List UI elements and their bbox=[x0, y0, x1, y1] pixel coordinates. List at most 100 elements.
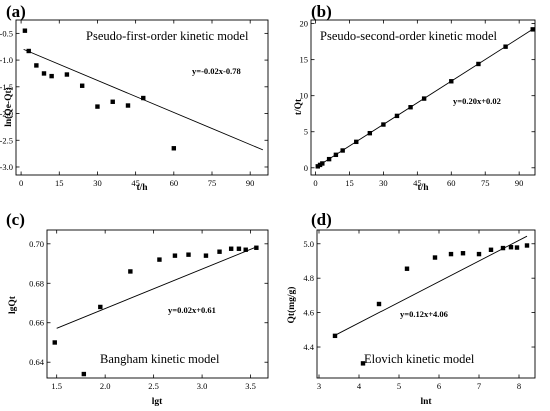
data-point bbox=[524, 243, 530, 248]
y-tick-label: -1.0 bbox=[0, 55, 13, 65]
x-tick-label: 3.5 bbox=[245, 381, 256, 391]
y-tick-label: 20 bbox=[300, 19, 309, 29]
x-tick-label: 15 bbox=[55, 178, 64, 188]
y-tick-label: 4.4 bbox=[303, 342, 314, 352]
panel-title: Bangham kinetic model bbox=[100, 352, 220, 366]
y-axis-label: lgQt bbox=[8, 295, 18, 314]
x-axis-label: lgt bbox=[152, 397, 163, 407]
x-tick-label: 2.0 bbox=[100, 381, 111, 391]
data-point bbox=[95, 104, 100, 109]
data-point bbox=[171, 146, 177, 151]
x-tick-label: 30 bbox=[93, 178, 102, 188]
panel-title: Elovich kinetic model bbox=[364, 352, 475, 366]
y-tick-label: 0.70 bbox=[29, 239, 44, 249]
x-tick-label: 4 bbox=[357, 381, 362, 391]
data-point bbox=[243, 247, 248, 252]
x-tick-label: 60 bbox=[447, 178, 456, 188]
data-point bbox=[381, 122, 386, 127]
plot-frame bbox=[15, 19, 269, 176]
x-tick-label: 15 bbox=[345, 178, 354, 188]
fit-equation: y=0.20x+0.02 bbox=[453, 96, 501, 106]
panel-letter: (d) bbox=[311, 210, 332, 229]
x-tick-label: 3 bbox=[317, 381, 321, 391]
y-tick-label: 0.64 bbox=[29, 357, 45, 367]
data-point bbox=[340, 148, 345, 153]
y-axis-label: t/Qt bbox=[294, 98, 304, 115]
x-tick-label: 90 bbox=[246, 178, 255, 188]
data-point bbox=[98, 304, 103, 310]
data-point bbox=[186, 252, 191, 257]
data-point bbox=[367, 130, 373, 136]
data-point bbox=[500, 245, 506, 251]
data-point bbox=[110, 99, 115, 104]
data-point bbox=[52, 340, 57, 345]
x-axis-label: t/h bbox=[136, 183, 148, 193]
x-tick-label: 2.5 bbox=[148, 381, 159, 391]
data-point bbox=[236, 246, 242, 251]
x-tick-label: 1.5 bbox=[51, 381, 62, 391]
plot-frame bbox=[46, 229, 269, 379]
data-point bbox=[476, 61, 481, 67]
data-point bbox=[488, 247, 494, 252]
x-tick-label: 0 bbox=[19, 178, 23, 188]
data-point bbox=[217, 249, 222, 254]
x-tick-label: 3.0 bbox=[197, 381, 208, 391]
data-point bbox=[34, 63, 39, 68]
data-point bbox=[449, 79, 454, 84]
x-tick-label: 6 bbox=[437, 381, 441, 391]
data-point bbox=[448, 251, 454, 257]
fit-equation: y=0.12x+4.06 bbox=[400, 309, 448, 319]
data-point bbox=[203, 253, 209, 258]
x-axis-label: lnt bbox=[420, 397, 432, 407]
chart-panel-2: 1.5 2.0 2.5 3.0 3.5 0.64 0.66 0.68 0.70 (c) Bangha… bbox=[6, 210, 269, 407]
data-point bbox=[320, 161, 325, 166]
data-point bbox=[79, 83, 85, 88]
data-point bbox=[228, 246, 234, 251]
chart-panel-1: 0 15 30 45 60 75 90 0 5 10 15 20(b) Pseudo-second-or… bbox=[294, 2, 536, 193]
y-tick-label: 0.68 bbox=[29, 278, 44, 288]
data-point bbox=[26, 48, 31, 54]
data-point bbox=[354, 139, 359, 145]
x-tick-label: 45 bbox=[131, 178, 140, 188]
y-tick-label: -2.5 bbox=[0, 135, 13, 145]
y-tick-label: -2.0 bbox=[0, 109, 13, 119]
x-tick-label: 75 bbox=[481, 178, 490, 188]
data-point bbox=[408, 105, 413, 110]
y-axis-label: ln(Qe-Qt) bbox=[3, 87, 14, 127]
data-point bbox=[172, 253, 178, 258]
panel-title: Pseudo-first-order kinetic model bbox=[86, 29, 249, 43]
data-point bbox=[315, 164, 320, 169]
y-axis-label: Qt(mg/g) bbox=[286, 287, 297, 324]
data-point bbox=[376, 301, 382, 307]
data-point bbox=[326, 156, 332, 162]
y-tick-label: -0.5 bbox=[0, 28, 13, 38]
data-point bbox=[128, 269, 133, 274]
y-tick-label: 5 bbox=[304, 127, 308, 137]
x-tick-label: 60 bbox=[170, 178, 179, 188]
y-tick-label: -1.5 bbox=[0, 82, 13, 92]
data-point bbox=[254, 245, 259, 250]
y-tick-label: 15 bbox=[300, 55, 309, 65]
data-point bbox=[508, 245, 514, 250]
y-tick-label: 0 bbox=[304, 163, 308, 173]
data-point bbox=[41, 71, 47, 76]
x-tick-label: 75 bbox=[208, 178, 217, 188]
plot-frame bbox=[310, 19, 536, 176]
y-tick-label: -3.0 bbox=[0, 162, 13, 172]
data-point bbox=[404, 266, 410, 271]
y-tick-label: 4.6 bbox=[303, 308, 314, 318]
data-point bbox=[460, 251, 466, 256]
data-point bbox=[317, 162, 323, 168]
fit-line bbox=[56, 246, 256, 329]
data-point bbox=[333, 152, 339, 158]
data-point bbox=[332, 333, 338, 339]
fit-line bbox=[334, 235, 528, 336]
data-point bbox=[22, 28, 28, 33]
x-tick-label: 0 bbox=[313, 178, 317, 188]
data-point bbox=[530, 27, 535, 32]
data-point bbox=[64, 72, 70, 77]
data-point bbox=[141, 95, 146, 101]
x-axis-label: t/h bbox=[417, 183, 429, 193]
y-tick-label: 4.8 bbox=[303, 273, 314, 283]
